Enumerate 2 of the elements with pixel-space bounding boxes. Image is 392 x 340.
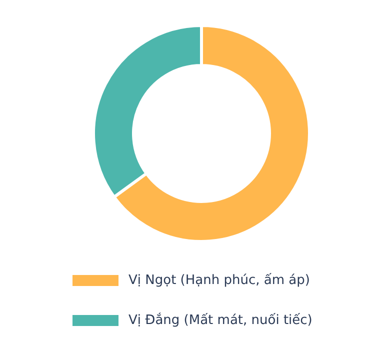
legend-label: Vị Ngọt (Hạnh phúc, ấm áp) <box>128 273 310 288</box>
legend-label: Vị Đắng (Mất mát, nuối tiếc) <box>128 312 312 328</box>
